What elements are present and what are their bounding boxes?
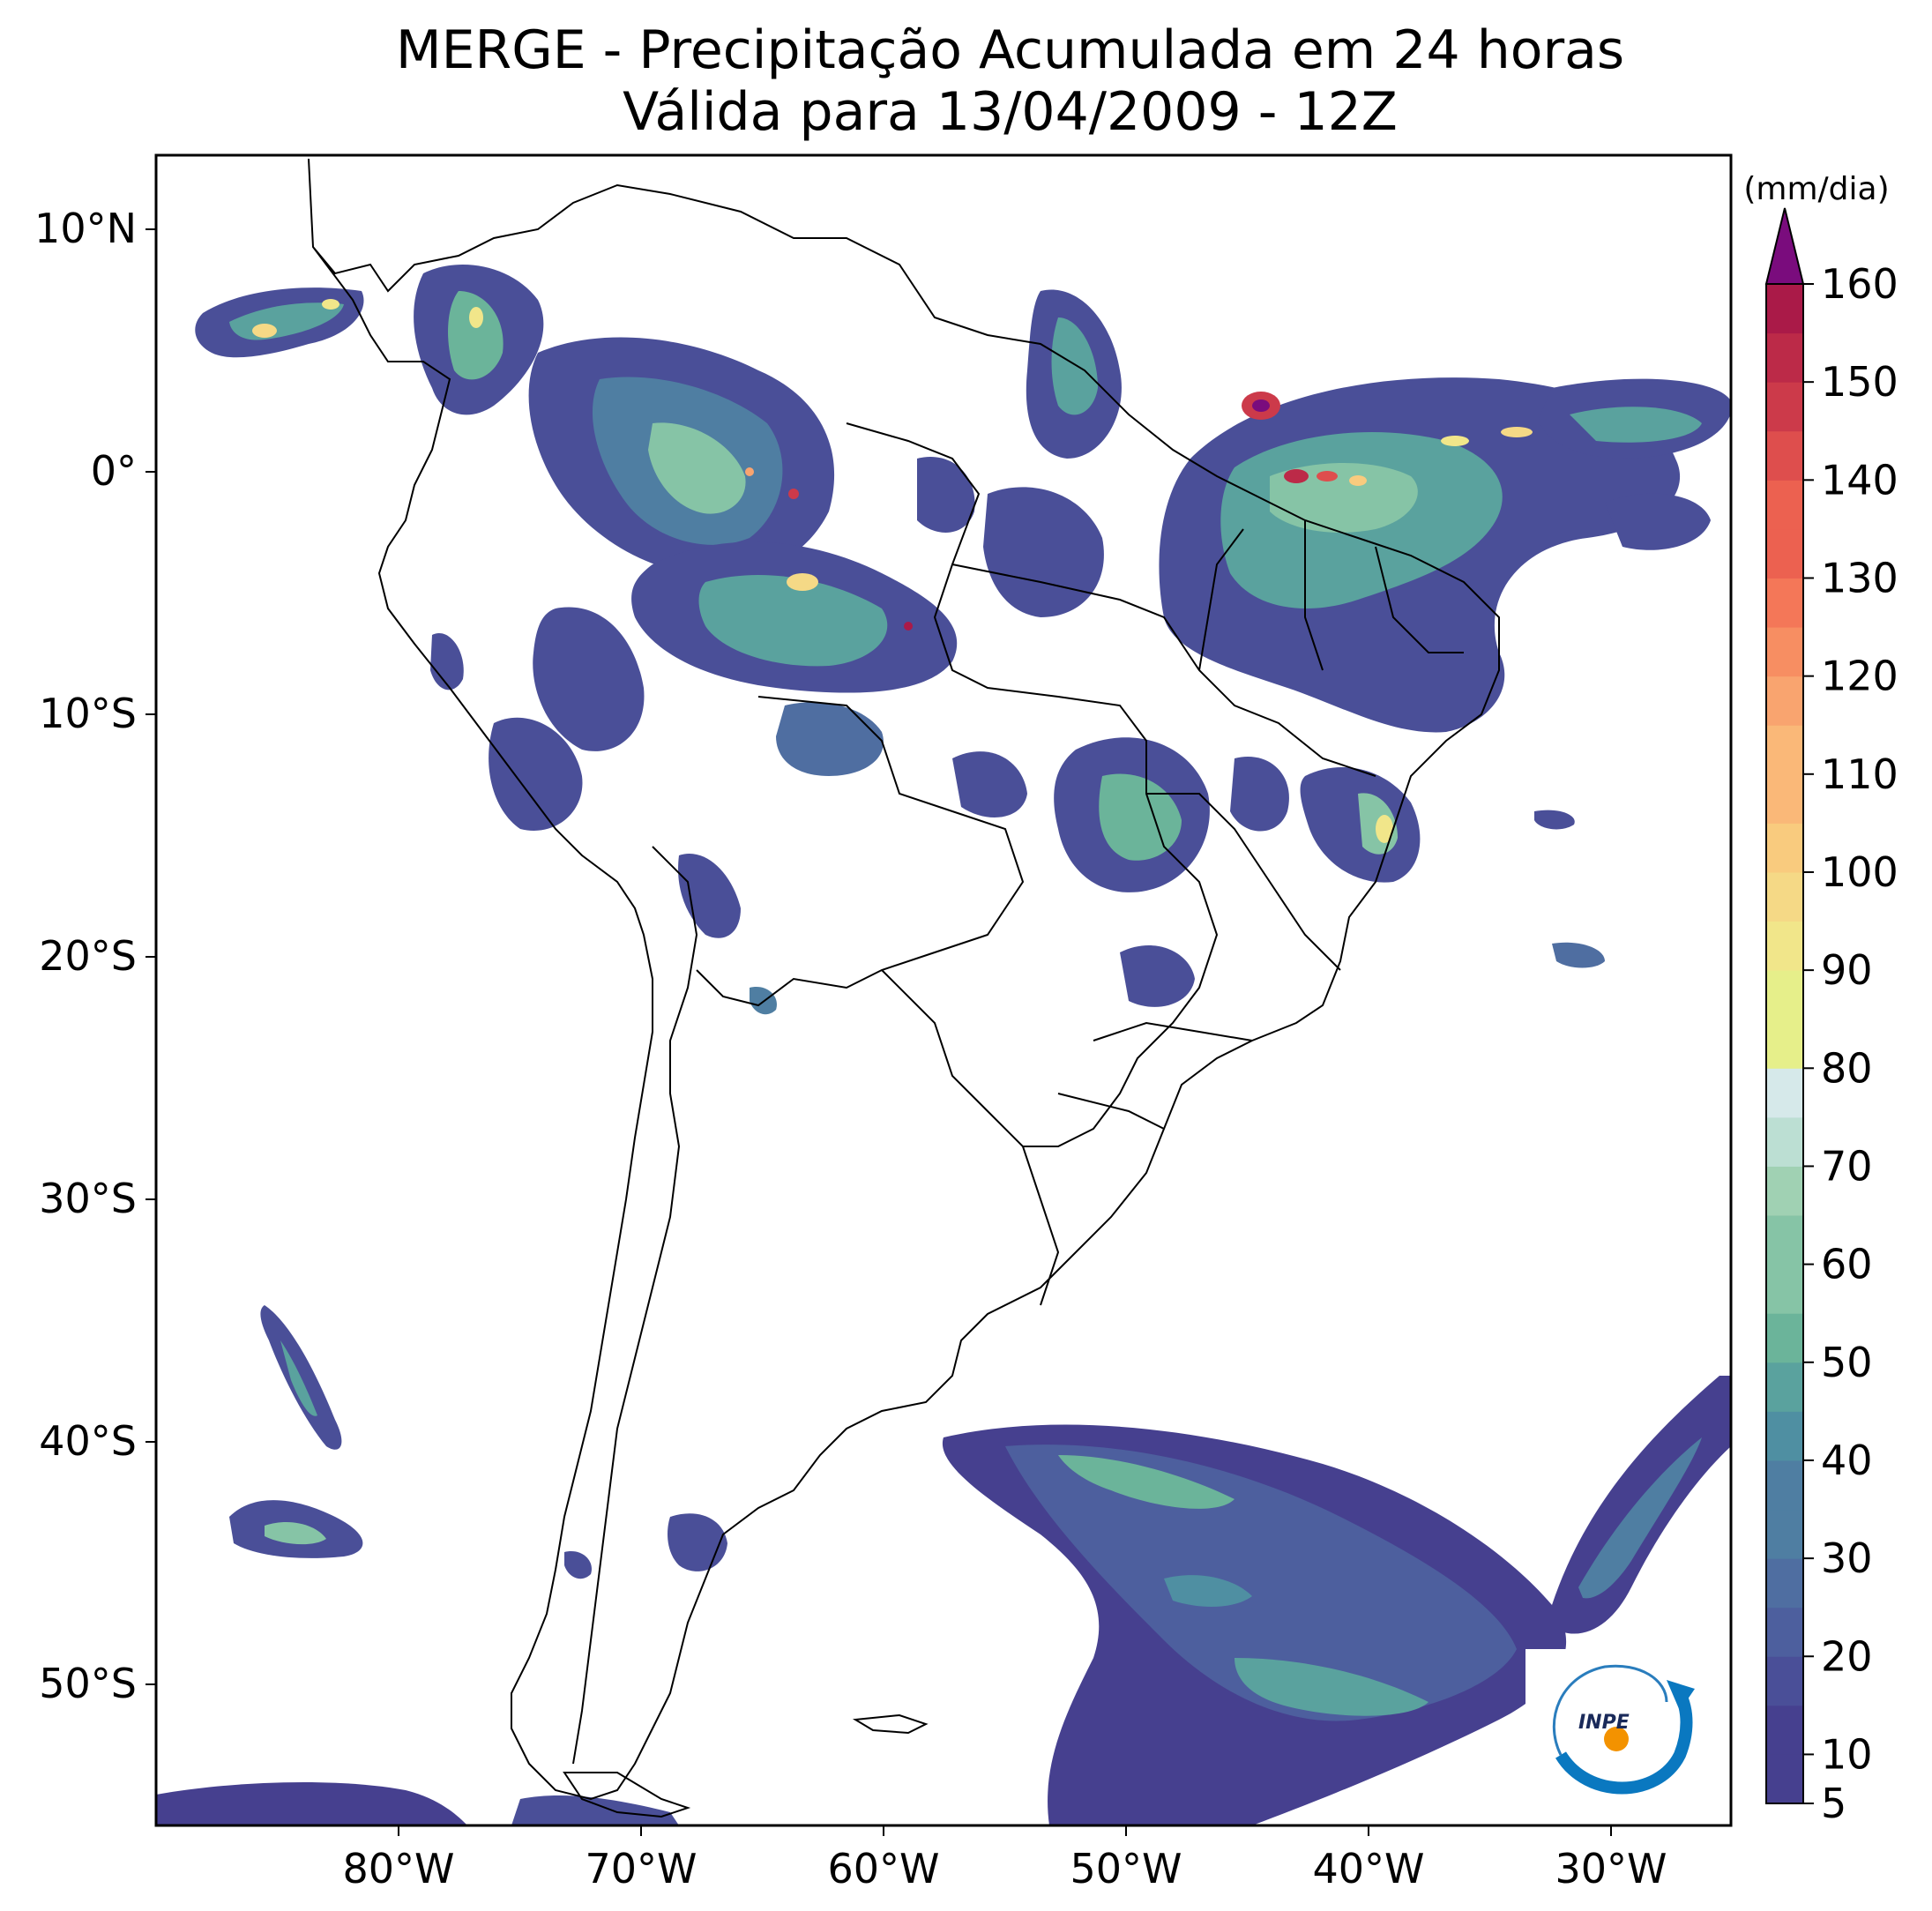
map-panel — [156, 155, 1731, 1825]
latitude-axis: 10°N 0° 10°S 20°S 30°S 40°S 50°S — [34, 205, 156, 1707]
map-frame — [154, 153, 1733, 1827]
colorbar-band — [1766, 528, 1803, 579]
colorbar-band — [1766, 921, 1803, 971]
lat-tick-label: 20°S — [39, 932, 137, 980]
colorbar-tick-label: 30 — [1821, 1534, 1873, 1582]
precip-cell-guianas — [917, 289, 1122, 617]
colorbar-band — [1766, 1558, 1803, 1609]
argentina-uruguay-border — [881, 969, 1060, 1306]
lat-tick-label: 50°S — [39, 1660, 137, 1707]
precip-cell-southeast-atlantic — [1552, 1376, 1731, 1634]
precip-cell-atlantic-equatorial — [1539, 378, 1731, 550]
precip-cell-south-atlantic-front — [942, 1424, 1567, 1825]
precip-cell-patagonia — [564, 1513, 727, 1579]
lat-tick-label: 0° — [91, 447, 137, 495]
lon-tick-label: 80°W — [342, 1845, 454, 1892]
colorbar-tick-label: 140 — [1821, 456, 1898, 504]
colorbar-band — [1766, 1656, 1803, 1706]
colorbar-band — [1766, 773, 1803, 824]
colorbar-band — [1766, 1068, 1803, 1118]
colorbar-band — [1766, 871, 1803, 922]
colorbar-band — [1766, 627, 1803, 677]
colorbar-band — [1766, 480, 1803, 530]
colorbar-unit: (mm/dia) — [1743, 171, 1889, 207]
colorbar-tick-label: 150 — [1821, 358, 1898, 406]
map-title: MERGE - Precipitação Acumulada em 24 hor… — [395, 19, 1625, 81]
colorbar-tick-label: 90 — [1821, 946, 1873, 994]
precip-cell-amazon-west — [528, 337, 835, 576]
colorbar-band — [1766, 430, 1803, 481]
precip-cell-peru — [430, 607, 884, 831]
map-subtitle: Válida para 13/04/2009 - 12Z — [623, 81, 1398, 143]
colorbar-band — [1766, 823, 1803, 873]
colorbar-tick-label: 20 — [1821, 1632, 1873, 1680]
colorbar-tick-label: 70 — [1821, 1142, 1873, 1190]
colorbar-tick-label: 50 — [1821, 1339, 1873, 1386]
colorbar-tick-label: 110 — [1821, 750, 1898, 798]
colorbar-band — [1766, 725, 1803, 775]
lon-tick-label: 50°W — [1070, 1845, 1182, 1892]
colorbar-extend-arrow — [1764, 207, 1805, 285]
precip-cell-pacific-north — [195, 287, 364, 358]
colorbar-tick-label: 120 — [1821, 653, 1898, 700]
colorbar-tick-label: 160 — [1821, 260, 1898, 308]
falklands — [852, 1713, 929, 1735]
colorbar-band — [1766, 1215, 1803, 1265]
lon-tick-label: 40°W — [1312, 1845, 1424, 1892]
lat-tick-label: 40°S — [39, 1417, 137, 1465]
logo-text: INPE — [1578, 1712, 1630, 1734]
colorbar-ticks: 510 20 30 40 50 60 70 80 90 100 110 120 130 140 150 160 — [1803, 260, 1898, 1827]
colorbar-band — [1766, 1705, 1803, 1755]
colorbar-band — [1766, 1509, 1803, 1559]
brazil-border — [846, 422, 1219, 1147]
andes-border — [572, 846, 698, 1765]
bolivia-paraguay-border — [696, 696, 1025, 1007]
colorbar-band — [1766, 970, 1803, 1020]
longitude-axis: 80°W 70°W 60°W 50°W 40°W 30°W — [342, 1825, 1667, 1892]
precip-cell-amazon-central — [631, 541, 958, 693]
colorbar-band — [1766, 382, 1803, 432]
colorbar-segments — [1766, 284, 1803, 1804]
colorbar-band — [1766, 1313, 1803, 1363]
colorbar-band — [1766, 1607, 1803, 1657]
precip-cell-southern-edge — [156, 1781, 679, 1825]
colorbar-band — [1766, 332, 1803, 383]
lon-tick-label: 70°W — [585, 1845, 697, 1892]
colorbar-tick-label: 10 — [1821, 1730, 1873, 1778]
colorbar-tick-label: 5 — [1821, 1780, 1846, 1827]
colorbar-band — [1766, 1459, 1803, 1511]
colorbar-band — [1766, 676, 1803, 726]
colorbar-band — [1766, 284, 1803, 334]
colorbar-band — [1766, 1362, 1803, 1412]
precipitation-field — [156, 265, 1731, 1825]
precip-cell-northeast-brazil — [1159, 377, 1681, 733]
precip-cell-pacific-south — [229, 1305, 363, 1558]
colorbar-tick-label: 40 — [1821, 1437, 1873, 1484]
south-america-coastline — [308, 158, 1500, 1801]
colorbar-tick-label: 60 — [1821, 1241, 1873, 1288]
colorbar-band — [1766, 578, 1803, 628]
inpe-logo: INPE — [1525, 1649, 1702, 1822]
colorbar-band — [1766, 1019, 1803, 1069]
precip-cell-bahia — [1300, 767, 1605, 968]
colorbar-band — [1766, 1264, 1803, 1314]
lat-tick-label: 10°N — [34, 205, 137, 252]
colorbar-tick-label: 80 — [1821, 1044, 1873, 1092]
lat-tick-label: 30°S — [39, 1175, 137, 1222]
colorbar-band — [1766, 1166, 1803, 1216]
colorbar-band — [1766, 1411, 1803, 1461]
colorbar-tick-label: 100 — [1821, 848, 1898, 896]
coastlines-and-borders — [308, 158, 1500, 1818]
lon-tick-label: 30°W — [1555, 1845, 1667, 1892]
brazil-states — [951, 520, 1464, 1130]
colorbar-tick-label: 130 — [1821, 554, 1898, 601]
lon-tick-label: 60°W — [827, 1845, 939, 1892]
tierra-del-fuego — [563, 1772, 691, 1818]
colorbar-band — [1766, 1116, 1803, 1167]
colorbar: (mm/dia) 510 20 30 40 50 60 70 80 90 100 110 120 130… — [1743, 171, 1898, 1827]
colorbar-frame — [1765, 283, 1804, 1804]
lat-tick-label: 10°S — [39, 690, 137, 737]
colorbar-band — [1766, 1754, 1803, 1804]
